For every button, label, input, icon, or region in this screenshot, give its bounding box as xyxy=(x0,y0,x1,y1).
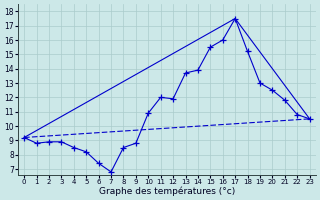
X-axis label: Graphe des températures (°c): Graphe des températures (°c) xyxy=(99,186,235,196)
